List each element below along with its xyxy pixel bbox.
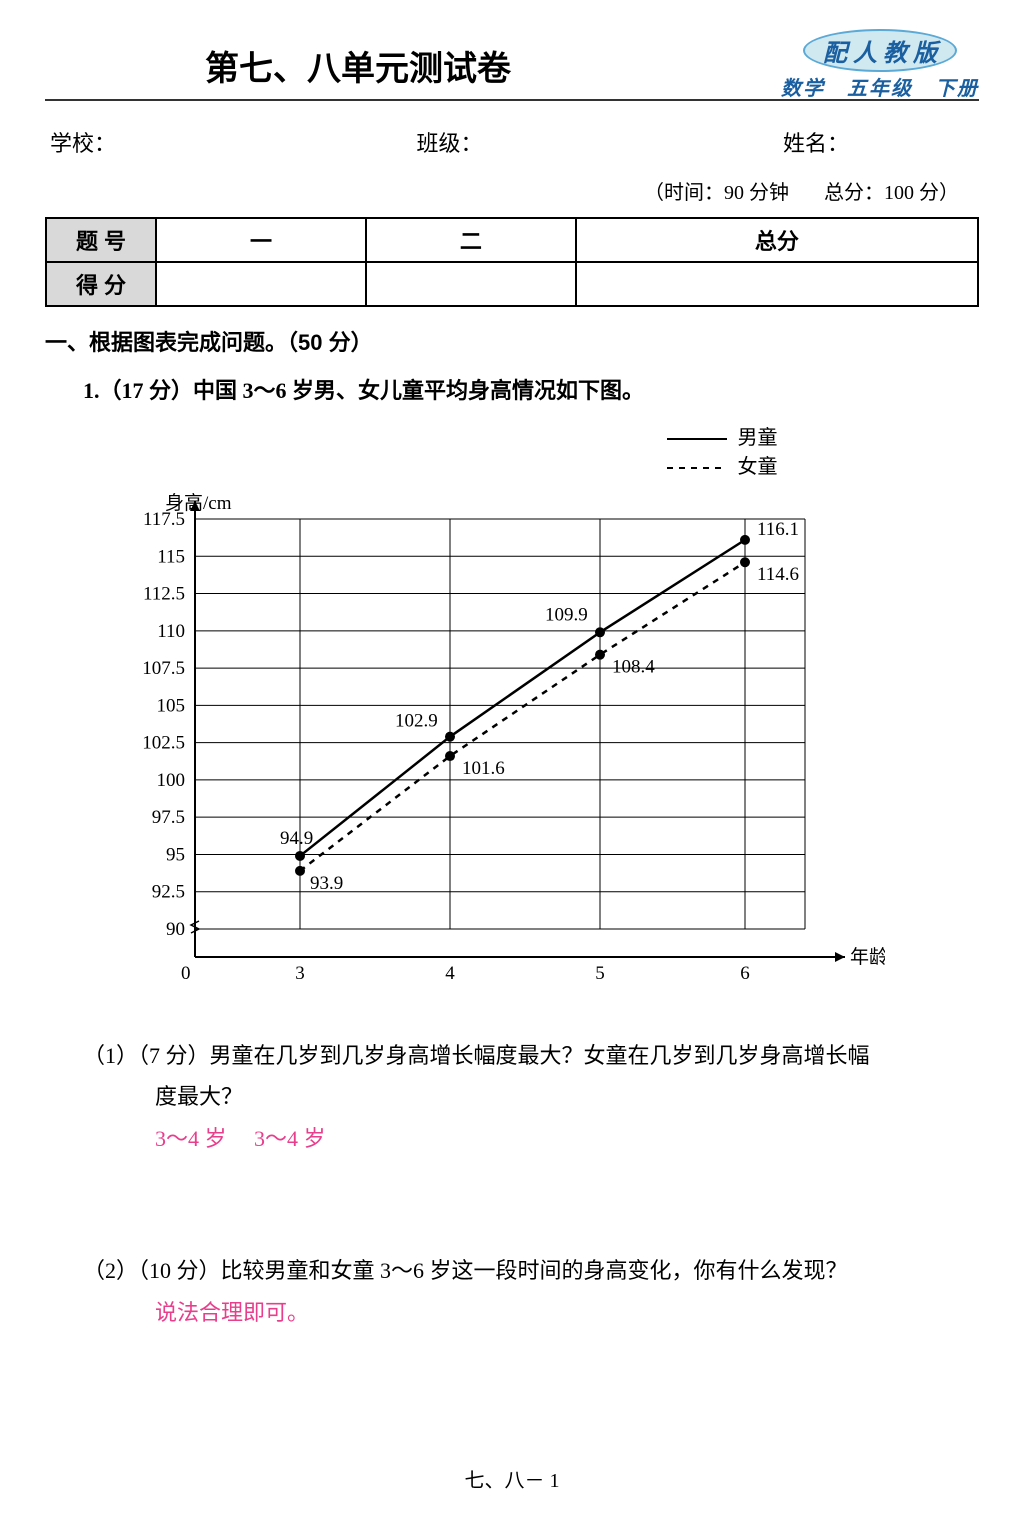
svg-text:93.9: 93.9 — [310, 872, 343, 893]
name-label: 姓名： — [783, 126, 849, 158]
class-label: 班级： — [416, 126, 482, 158]
page-footer: 七、八－ 1 — [0, 1464, 1024, 1493]
badge-top: 配 人 教 版 — [803, 29, 957, 72]
svg-text:117.5: 117.5 — [143, 509, 185, 530]
svg-text:100: 100 — [157, 770, 186, 791]
svg-text:102.9: 102.9 — [395, 710, 438, 731]
dashed-line-icon — [667, 463, 727, 473]
chart-svg: 身高/cm9092.59597.5100102.5105107.5110112.… — [105, 489, 885, 1009]
sub-q1-text-a: （1）（7 分）男童在几岁到几岁身高增长幅度最大？女童在几岁到几岁身高增长幅 — [83, 1043, 870, 1068]
page-title: 第七、八单元测试卷 — [205, 41, 511, 90]
time-label: （时间：90 分钟 — [644, 182, 789, 204]
svg-text:112.5: 112.5 — [143, 583, 185, 604]
school-label: 学校： — [50, 126, 116, 158]
badge-sub: 数学 五年级 下册 — [781, 72, 979, 101]
table-row: 题 号 一 二 总分 — [46, 218, 978, 262]
section-1-title: 一、根据图表完成问题。（50 分） — [45, 325, 979, 357]
table-row: 得 分 — [46, 262, 978, 306]
sub-q1-text-b: 度最大？ — [155, 1084, 243, 1109]
q1-bold: 1.（17 分）中国 3～6 岁男、女儿童平均身高情况如下图。 — [83, 378, 644, 403]
th-num: 题 号 — [46, 218, 156, 262]
legend-boy: 男童 — [465, 421, 979, 450]
svg-text:95: 95 — [166, 844, 185, 865]
legend-girl-label: 女童 — [738, 456, 778, 478]
score-1 — [156, 262, 366, 306]
svg-text:年龄: 年龄 — [850, 946, 885, 968]
info-row: 学校： 班级： 姓名： — [45, 126, 979, 158]
q1-text: 1.（17 分）中国 3～6 岁男、女儿童平均身高情况如下图。 — [83, 371, 979, 411]
score-2 — [366, 262, 576, 306]
sub-q2: （2）（10 分）比较男童和女童 3～6 岁这一段时间的身高变化，你有什么发现？… — [83, 1250, 979, 1334]
edition-badge: 配 人 教 版 数学 五年级 下册 — [781, 29, 979, 101]
svg-text:4: 4 — [445, 963, 455, 984]
svg-text:92.5: 92.5 — [152, 881, 185, 902]
score-total — [576, 262, 978, 306]
svg-text:0: 0 — [181, 963, 191, 984]
svg-text:94.9: 94.9 — [280, 828, 313, 849]
svg-text:105: 105 — [157, 695, 186, 716]
sub-q2-text: （2）（10 分）比较男童和女童 3～6 岁这一段时间的身高变化，你有什么发现？ — [83, 1258, 848, 1283]
svg-text:110: 110 — [157, 620, 185, 641]
legend-girl: 女童 — [465, 450, 979, 479]
th-score: 得 分 — [46, 262, 156, 306]
col-2: 二 — [366, 218, 576, 262]
svg-text:108.4: 108.4 — [612, 656, 655, 677]
sub-q2-answer: 说法合理即可。 — [155, 1300, 309, 1325]
svg-text:3: 3 — [295, 963, 305, 984]
solid-line-icon — [667, 434, 727, 444]
height-chart: 身高/cm9092.59597.5100102.5105107.5110112.… — [105, 489, 979, 1015]
svg-text:115: 115 — [157, 546, 185, 567]
col-1: 一 — [156, 218, 366, 262]
legend-boy-label: 男童 — [738, 427, 778, 449]
svg-text:102.5: 102.5 — [142, 732, 185, 753]
header-row: 第七、八单元测试卷 配 人 教 版 数学 五年级 下册 — [45, 35, 979, 95]
svg-text:101.6: 101.6 — [462, 758, 505, 779]
svg-text:116.1: 116.1 — [757, 518, 799, 539]
sub-q1: （1）（7 分）男童在几岁到几岁身高增长幅度最大？女童在几岁到几岁身高增长幅 度… — [83, 1035, 979, 1160]
svg-text:107.5: 107.5 — [142, 658, 185, 679]
sub-q1-answer: 3～4 岁 3～4 岁 — [155, 1126, 326, 1151]
svg-text:97.5: 97.5 — [152, 807, 185, 828]
chart-legend: 男童 女童 — [465, 421, 979, 479]
svg-text:5: 5 — [595, 963, 605, 984]
svg-text:6: 6 — [740, 963, 750, 984]
total-label: 总分：100 分） — [824, 182, 959, 204]
svg-text:109.9: 109.9 — [545, 604, 588, 625]
col-total: 总分 — [576, 218, 978, 262]
time-row: （时间：90 分钟 总分：100 分） — [45, 176, 979, 205]
svg-text:114.6: 114.6 — [757, 564, 799, 585]
svg-text:90: 90 — [166, 919, 185, 940]
score-table: 题 号 一 二 总分 得 分 — [45, 217, 979, 307]
